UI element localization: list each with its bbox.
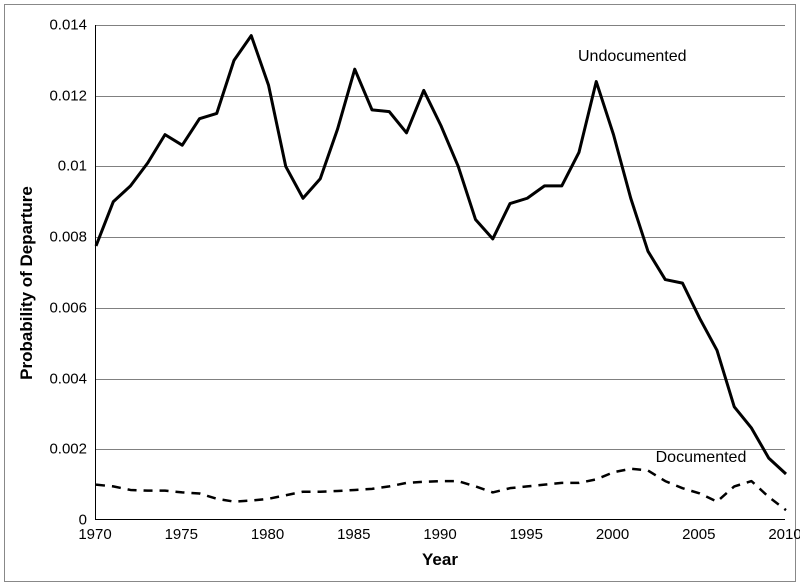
x-tick-label: 1985 [337, 526, 370, 543]
x-tick-label: 2000 [596, 526, 629, 543]
y-tick-label: 0.014 [5, 17, 87, 34]
x-tick-label: 1995 [510, 526, 543, 543]
y-tick-label: 0.006 [5, 299, 87, 316]
series-line-undocumented [96, 36, 786, 474]
x-tick-label: 2010 [768, 526, 800, 543]
y-tick-label: 0.004 [5, 370, 87, 387]
x-tick-label: 1980 [251, 526, 284, 543]
series-label-undocumented: Undocumented [578, 48, 687, 66]
y-tick-label: 0.01 [5, 158, 87, 175]
x-tick-label: 1990 [423, 526, 456, 543]
y-tick-label: 0.002 [5, 441, 87, 458]
y-tick-label: 0 [5, 512, 87, 529]
y-axis-title: Probability of Departure [17, 186, 37, 380]
x-tick-label: 2005 [682, 526, 715, 543]
x-axis-title: Year [422, 550, 458, 570]
series-line-documented [96, 469, 786, 510]
chart-svg [96, 25, 786, 520]
x-tick-label: 1975 [165, 526, 198, 543]
x-tick-label: 1970 [78, 526, 111, 543]
plot-area [95, 25, 785, 520]
y-tick-label: 0.008 [5, 229, 87, 246]
y-tick-label: 0.012 [5, 87, 87, 104]
series-label-documented: Documented [656, 449, 747, 467]
chart-frame: Probability of Departure Year 0 0.002 0.00… [4, 4, 796, 582]
